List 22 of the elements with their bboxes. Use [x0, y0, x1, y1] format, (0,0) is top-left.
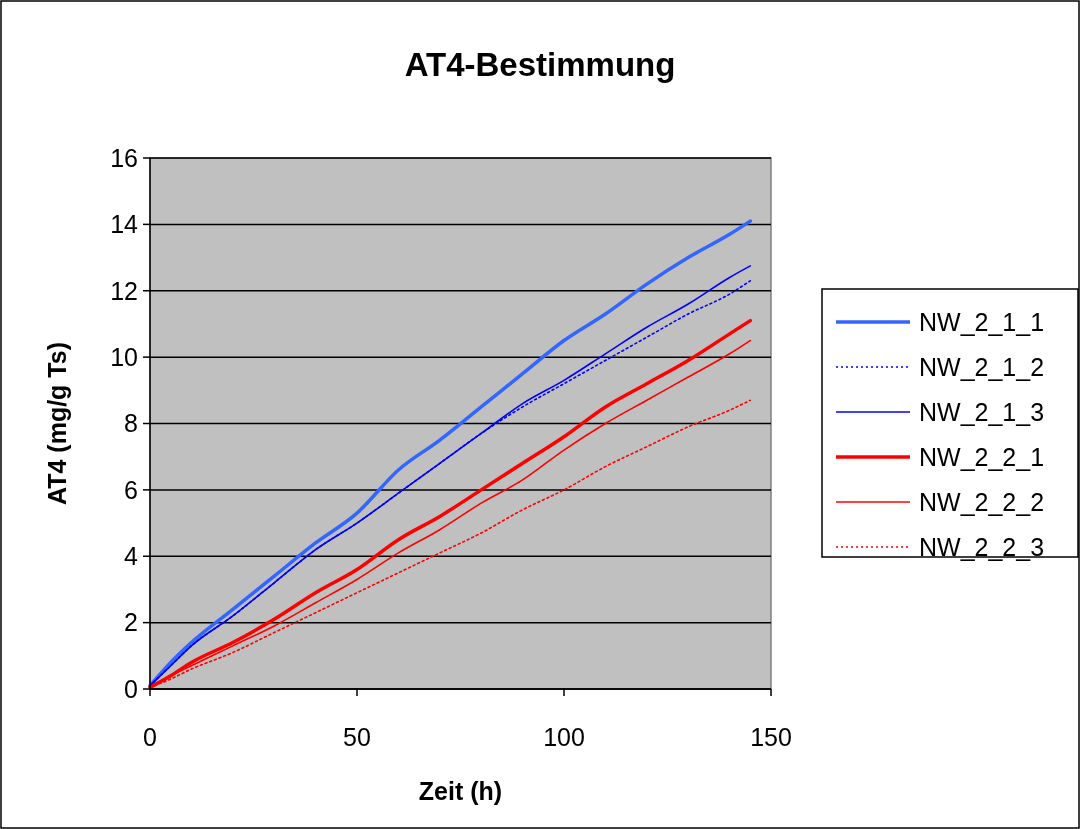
y-tick-label: 16	[110, 143, 138, 172]
legend-label: NW_2_1_3	[919, 397, 1045, 426]
x-tick-label: 150	[750, 723, 792, 751]
legend-label: NW_2_2_3	[919, 532, 1045, 561]
y-tick-label: 12	[110, 276, 138, 305]
y-tick-label: 0	[124, 674, 138, 703]
y-tick-label: 4	[124, 542, 139, 570]
x-axis-title: Zeit (h)	[418, 777, 503, 805]
legend-label: NW_2_1_2	[919, 352, 1045, 381]
legend-label: NW_2_2_2	[919, 487, 1045, 516]
y-axis-title: AT4 (mg/g Ts)	[43, 342, 71, 505]
legend-label: NW_2_1_1	[919, 307, 1045, 336]
y-tick-label: 10	[110, 342, 138, 371]
chart-title: AT4-Bestimmung	[404, 46, 676, 83]
x-tick-label: 50	[343, 723, 371, 751]
legend-label: NW_2_2_1	[919, 442, 1045, 471]
x-tick-label: 0	[143, 723, 157, 751]
y-tick-label: 8	[124, 409, 138, 438]
x-tick-label: 100	[543, 723, 585, 751]
y-tick-label: 6	[124, 475, 138, 504]
y-tick-label: 2	[124, 608, 138, 637]
y-tick-label: 14	[110, 210, 139, 239]
